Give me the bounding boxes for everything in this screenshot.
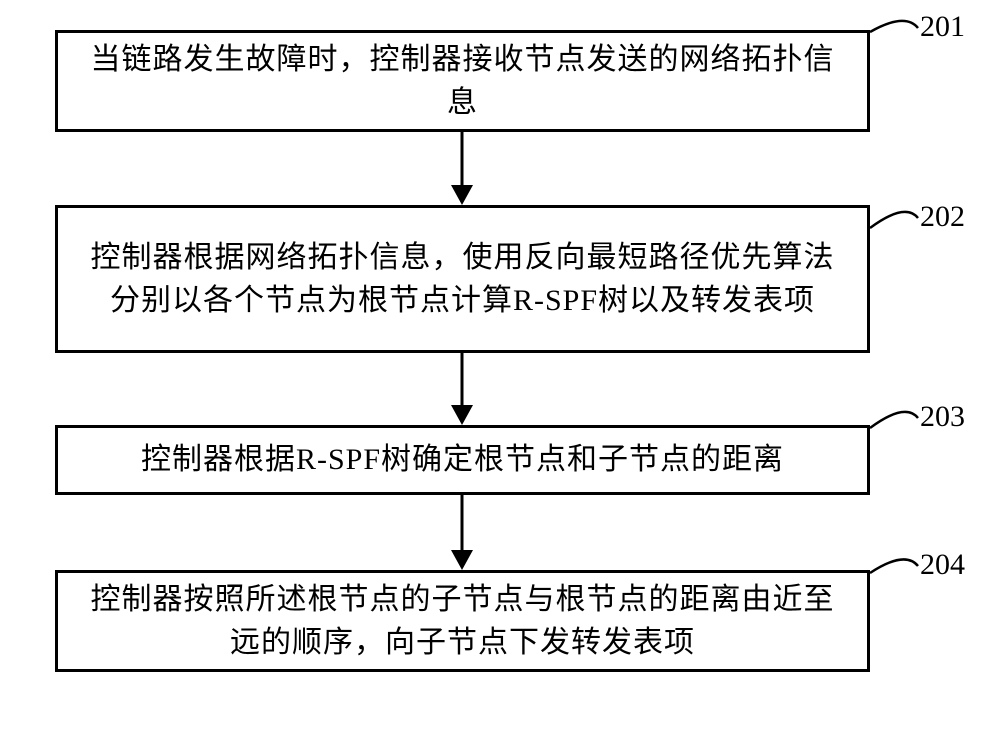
flowchart-canvas: 当链路发生故障时，控制器接收节点发送的网络拓扑信息 201 控制器根据网络拓扑信… [0,0,1000,739]
leader-204 [0,0,1000,600]
label-204: 204 [920,548,965,582]
